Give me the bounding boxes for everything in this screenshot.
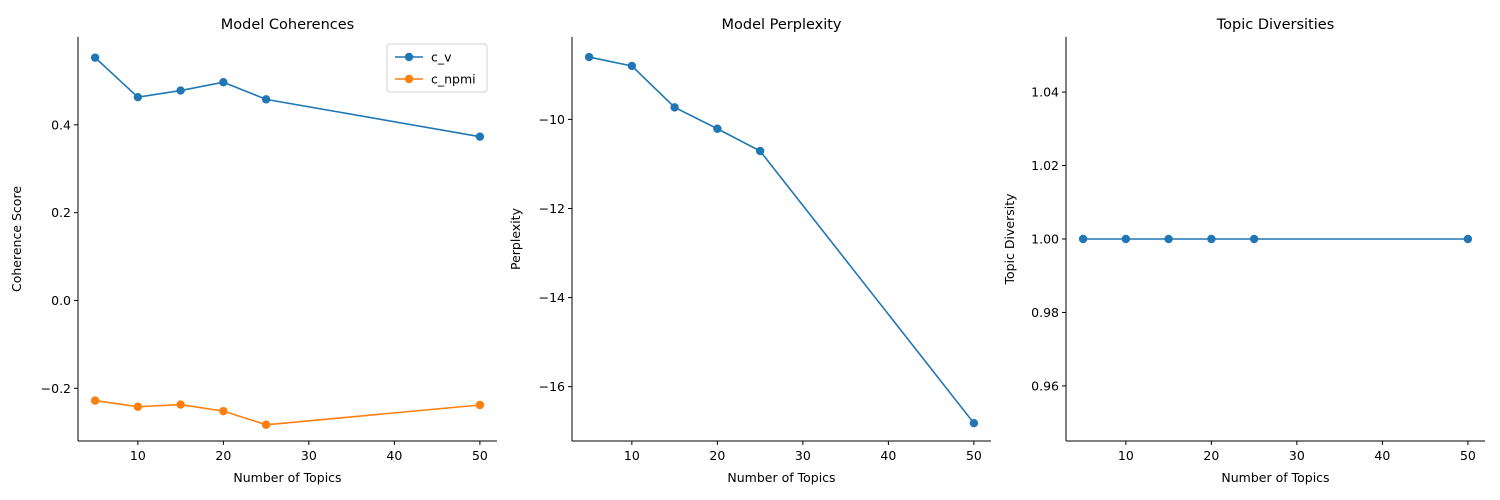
legend-swatch-marker: [404, 52, 414, 62]
y-tick-label: 0.98: [1031, 305, 1059, 320]
data-point: [1164, 234, 1173, 244]
data-point: [90, 53, 100, 62]
chart-title: Model Perplexity: [721, 17, 841, 33]
x-tick-label: 10: [130, 448, 146, 463]
data-point: [475, 132, 485, 141]
x-tick-label: 50: [1460, 448, 1476, 463]
x-tick-label: 30: [301, 448, 317, 463]
data-point: [1121, 234, 1131, 244]
series-line: [94, 399, 480, 426]
legend-label: c_v: [431, 50, 452, 65]
series-c-v: [90, 53, 485, 141]
data-point: [1078, 234, 1088, 244]
y-axis-label: Perplexity: [508, 207, 523, 270]
data-point: [713, 124, 722, 133]
data-point: [584, 52, 594, 62]
y-tick-label: 0.2: [51, 205, 71, 220]
x-axis-label: Number of Topics: [233, 470, 341, 485]
y-tick-label: −10: [539, 112, 565, 127]
data-point: [133, 402, 143, 411]
data-point: [133, 92, 143, 102]
y-tick-label: 1.02: [1031, 158, 1059, 173]
data-point: [176, 400, 185, 409]
chart-panel-3: Topic Diversities 10 20 30 40 50 0.96 0.98 1.00 1…: [1002, 17, 1485, 485]
y-axis-label: Topic Diversity: [1002, 193, 1017, 286]
y-tick-label: 0.0: [51, 293, 71, 308]
y-tick-label: 0.96: [1031, 378, 1059, 393]
y-tick-label: 0.4: [51, 117, 71, 132]
y-tick-label: 1.04: [1031, 85, 1059, 100]
x-axis-label: Number of Topics: [1221, 470, 1329, 485]
data-point: [176, 86, 185, 95]
y-tick-label: 1.00: [1031, 232, 1059, 247]
y-tick-label: −0.2: [41, 381, 71, 396]
series-c-npmi: [90, 396, 485, 429]
data-point: [627, 61, 637, 71]
y-tick-label: −16: [539, 379, 565, 394]
data-point: [1249, 234, 1259, 244]
legend-swatch-marker: [404, 74, 414, 84]
data-point: [1463, 234, 1473, 244]
x-tick-label: 20: [709, 448, 725, 463]
x-tick-label: 30: [795, 448, 811, 463]
x-tick-label: 40: [386, 448, 402, 463]
x-tick-label: 40: [880, 448, 896, 463]
data-point: [219, 406, 228, 416]
series-line: [588, 56, 975, 424]
y-tick-label: −12: [539, 201, 565, 216]
data-point: [219, 78, 228, 87]
legend-label: c_npmi: [431, 72, 476, 87]
x-tick-label: 30: [1289, 448, 1305, 463]
series-1: [1078, 234, 1473, 244]
series-line: [94, 57, 481, 138]
chart-panel-2: Model Perplexity 10 20 30 40 50 −16 −14 −12 −10 Nu…: [508, 17, 991, 485]
chart-title: Topic Diversities: [1216, 17, 1335, 33]
x-tick-label: 50: [966, 448, 982, 463]
legend: c_v c_npmi: [386, 43, 488, 93]
data-point: [755, 146, 765, 156]
x-tick-label: 10: [624, 448, 640, 463]
chart-panel-1: Model Coherences 10 20 30 40 50 −0.2 0.0 0.2 0.4 N…: [9, 17, 497, 485]
data-point: [90, 396, 100, 405]
data-point: [261, 420, 271, 429]
x-tick-label: 10: [1118, 448, 1134, 463]
x-tick-label: 40: [1374, 448, 1390, 463]
chart-title: Model Coherences: [221, 17, 354, 33]
data-point: [670, 103, 679, 112]
data-point: [1207, 234, 1216, 244]
x-tick-label: 20: [215, 448, 231, 463]
x-tick-label: 20: [1203, 448, 1219, 463]
y-tick-label: −14: [539, 290, 565, 305]
data-point: [261, 95, 271, 104]
data-point: [475, 400, 485, 410]
y-axis-label: Coherence Score: [9, 186, 24, 292]
x-axis-label: Number of Topics: [727, 470, 835, 485]
series-1: [584, 52, 979, 428]
x-tick-label: 50: [472, 448, 488, 463]
data-point: [969, 418, 979, 428]
